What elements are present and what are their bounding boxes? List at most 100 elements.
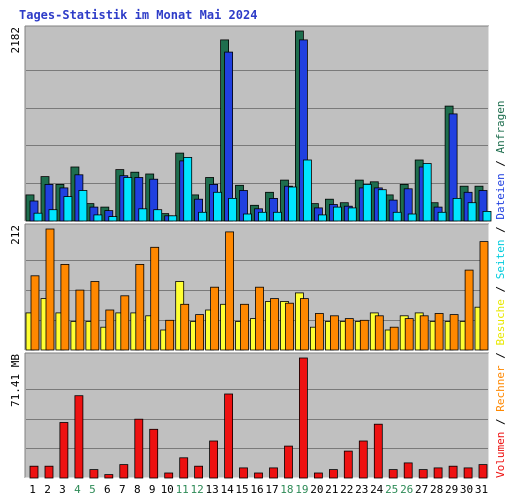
bar-rechner-day-1 bbox=[30, 275, 40, 351]
bar-seiten-day-25 bbox=[392, 211, 402, 222]
bar-volumen-day-28 bbox=[433, 467, 443, 479]
x-tick-label-day-20: 20 bbox=[310, 483, 323, 496]
bar-rechner-day-20 bbox=[314, 313, 324, 351]
legend-separator: / bbox=[494, 153, 507, 173]
x-tick-label-day-30: 30 bbox=[460, 483, 473, 496]
x-tick-label-day-23: 23 bbox=[355, 483, 368, 496]
x-tick-label-day-28: 28 bbox=[430, 483, 443, 496]
bar-rechner-day-13 bbox=[210, 286, 220, 351]
panels-group: 2182 212 71.41 MB bbox=[9, 25, 492, 479]
bar-volumen-day-31 bbox=[478, 464, 488, 479]
x-tick-label-day-22: 22 bbox=[340, 483, 353, 496]
bar-seiten-day-11 bbox=[183, 156, 193, 222]
x-tick-label-day-16: 16 bbox=[250, 483, 263, 496]
bar-rechner-day-9 bbox=[150, 246, 160, 351]
bar-seiten-day-14 bbox=[228, 197, 238, 222]
bar-seiten-day-21 bbox=[332, 206, 342, 222]
bar-rechner-day-15 bbox=[240, 303, 249, 351]
legend-separator: / bbox=[494, 279, 507, 299]
x-tick-label-day-24: 24 bbox=[370, 483, 384, 496]
bar-volumen-day-18 bbox=[284, 445, 293, 479]
bar-seiten-day-5 bbox=[93, 214, 103, 222]
bar-seiten-day-28 bbox=[437, 211, 447, 222]
bar-volumen-day-15 bbox=[239, 467, 248, 479]
right-axis-legend: Volumen / Rechner / Besuche / Seiten / D… bbox=[494, 100, 507, 478]
bar-seiten-day-6 bbox=[108, 216, 118, 222]
bar-seiten-day-1 bbox=[33, 212, 43, 222]
bar-seiten-day-10 bbox=[168, 215, 178, 222]
bar-volumen-day-30 bbox=[463, 467, 473, 479]
bar-rechner-day-6 bbox=[105, 309, 115, 351]
bar-rechner-day-25 bbox=[389, 326, 399, 351]
bar-seiten-day-22 bbox=[347, 207, 357, 222]
x-tick-label-day-5: 5 bbox=[89, 483, 96, 496]
bar-seiten-day-7 bbox=[123, 177, 133, 222]
bar-seiten-day-16 bbox=[258, 211, 267, 222]
bar-rechner-day-24 bbox=[374, 315, 384, 351]
bar-volumen-day-9 bbox=[149, 428, 159, 479]
bar-rechner-day-19 bbox=[299, 298, 309, 351]
bar-rechner-day-8 bbox=[135, 263, 145, 351]
bar-rechner-day-11 bbox=[180, 303, 190, 351]
bar-rechner-day-29 bbox=[449, 314, 459, 351]
x-tick-label-day-12: 12 bbox=[190, 483, 203, 496]
bar-volumen-day-21 bbox=[328, 469, 338, 479]
bar-volumen-day-27 bbox=[418, 469, 428, 479]
bar-seiten-day-27 bbox=[422, 163, 432, 222]
bar-volumen-day-23 bbox=[358, 440, 368, 479]
bar-volumen-day-22 bbox=[343, 450, 353, 479]
legend-besuche: Besuche bbox=[494, 299, 507, 345]
bar-volumen-day-19 bbox=[298, 357, 308, 479]
x-tick-label-day-19: 19 bbox=[295, 483, 308, 496]
bar-rechner-day-31 bbox=[479, 241, 489, 351]
x-tick-label-day-31: 31 bbox=[475, 483, 488, 496]
bar-volumen-day-17 bbox=[269, 467, 278, 479]
bar-rechner-day-30 bbox=[464, 269, 474, 351]
bar-rechner-day-5 bbox=[90, 281, 100, 351]
legend-dateien: Dateien bbox=[494, 173, 507, 219]
panel-visits: 212 bbox=[9, 223, 490, 351]
bar-seiten-day-17 bbox=[273, 211, 282, 222]
x-tick-label-day-25: 25 bbox=[385, 483, 398, 496]
x-tick-label-day-6: 6 bbox=[104, 483, 111, 496]
panel-requests: 2182 bbox=[9, 25, 492, 222]
bar-volumen-day-7 bbox=[119, 464, 129, 479]
bar-volumen-day-29 bbox=[448, 465, 458, 479]
x-tick-label-day-8: 8 bbox=[134, 483, 141, 496]
bar-volumen-day-6 bbox=[104, 474, 114, 479]
bar-volumen-day-8 bbox=[134, 418, 144, 479]
bar-seiten-day-12 bbox=[198, 211, 208, 222]
bar-rechner-day-28 bbox=[434, 313, 444, 351]
bar-seiten-day-29 bbox=[452, 197, 462, 222]
x-tick-label-day-14: 14 bbox=[220, 483, 234, 496]
right-legend-text: Volumen / Rechner / Besuche / Seiten / D… bbox=[494, 100, 507, 478]
x-tick-label-day-4: 4 bbox=[74, 483, 81, 496]
bar-seiten-day-23 bbox=[362, 183, 372, 222]
bar-volumen-day-25 bbox=[388, 469, 398, 479]
bar-seiten-day-4 bbox=[78, 190, 88, 222]
x-tick-label-day-10: 10 bbox=[161, 483, 174, 496]
bar-volumen-day-11 bbox=[179, 457, 189, 479]
bar-seiten-day-18 bbox=[288, 186, 297, 222]
bar-rechner-day-22 bbox=[344, 318, 354, 351]
bar-rechner-day-17 bbox=[270, 298, 279, 351]
bar-volumen-day-14 bbox=[224, 393, 234, 479]
bar-volumen-day-1 bbox=[29, 465, 39, 479]
panel-volume: 71.41 MB bbox=[9, 352, 490, 479]
y-max-label-visits: 212 bbox=[9, 225, 22, 245]
bar-rechner-day-18 bbox=[285, 302, 294, 351]
legend-rechner: Rechner bbox=[494, 365, 507, 412]
bar-seiten-day-26 bbox=[407, 213, 417, 222]
bar-rechner-day-12 bbox=[195, 314, 205, 351]
bar-rechner-day-26 bbox=[404, 318, 414, 351]
x-tick-label-day-27: 27 bbox=[415, 483, 428, 496]
bar-rechner-day-7 bbox=[120, 295, 130, 351]
bar-rechner-day-2 bbox=[45, 228, 55, 351]
x-tick-label-day-15: 15 bbox=[235, 483, 248, 496]
bar-volumen-day-3 bbox=[59, 422, 69, 479]
legend-volumen: Volumen bbox=[494, 432, 507, 478]
bar-rechner-day-3 bbox=[60, 263, 70, 351]
plot-area-volume bbox=[25, 353, 489, 478]
bar-seiten-day-24 bbox=[377, 189, 387, 222]
